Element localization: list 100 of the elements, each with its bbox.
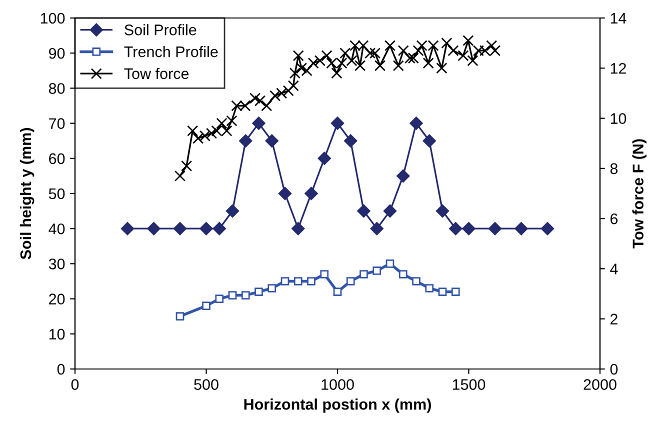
point <box>448 45 459 56</box>
point <box>200 222 213 236</box>
point <box>212 222 226 236</box>
x-axis-title: Horizontal postion x (mm) <box>244 398 431 413</box>
point <box>173 222 187 236</box>
point <box>357 204 370 218</box>
point <box>206 128 218 139</box>
y2-tick-label: 0 <box>610 364 618 375</box>
point <box>199 130 210 142</box>
point <box>344 134 358 148</box>
point <box>488 222 502 236</box>
point <box>412 45 424 56</box>
point <box>333 288 342 296</box>
point <box>254 95 266 106</box>
point <box>241 291 250 300</box>
y2-tick-label: 8 <box>610 163 618 174</box>
x-tick-label: 0 <box>71 379 79 390</box>
legend-label: Trench Profile <box>124 46 218 58</box>
y-tick-label: 100 <box>40 12 65 24</box>
point <box>192 132 204 144</box>
y2-tick-label: 4 <box>610 264 618 274</box>
point <box>276 88 288 99</box>
point <box>252 116 266 130</box>
y2-tick-label: 14 <box>610 13 626 24</box>
y-axis-title: Soil height y (mm) <box>20 128 34 260</box>
point <box>282 85 294 96</box>
point <box>383 204 397 218</box>
point <box>396 169 410 183</box>
point <box>514 222 528 236</box>
y2-tick-label: 6 <box>610 213 618 224</box>
point <box>280 277 290 286</box>
point <box>436 204 450 218</box>
point <box>331 68 342 79</box>
point <box>364 48 376 59</box>
point <box>410 116 423 130</box>
y-tick-label: 0 <box>57 364 65 375</box>
point <box>370 222 384 236</box>
point <box>372 266 382 275</box>
point <box>261 100 272 112</box>
point <box>269 90 281 102</box>
point <box>354 60 366 72</box>
point <box>320 270 329 278</box>
y-tick-label: 10 <box>49 328 65 340</box>
point <box>294 277 302 286</box>
point <box>296 62 308 74</box>
point <box>215 294 224 303</box>
point <box>181 160 192 172</box>
y-tick-label: 60 <box>49 153 65 164</box>
point <box>360 270 368 278</box>
point <box>292 222 305 236</box>
point <box>254 288 263 296</box>
y2-axis-title: Tow force F (N) <box>632 139 647 248</box>
point <box>462 35 474 46</box>
point <box>147 222 160 236</box>
y-tick-label: 40 <box>48 223 65 234</box>
x-tick-label: 500 <box>194 379 218 390</box>
point <box>384 40 396 52</box>
point <box>278 186 292 200</box>
point <box>374 60 386 72</box>
point <box>436 62 448 74</box>
point <box>540 222 554 236</box>
point <box>174 170 186 182</box>
point <box>265 134 278 148</box>
point <box>398 270 408 278</box>
y-tick-label: 70 <box>49 118 65 129</box>
point <box>239 134 252 148</box>
y2-tick-label: 12 <box>610 63 626 74</box>
y-tick-label: 80 <box>48 83 65 94</box>
point <box>467 55 478 66</box>
y-tick-label: 50 <box>48 188 65 200</box>
point <box>308 58 319 69</box>
legend-label: Soil Profile <box>124 24 196 36</box>
y2-tick-label: 10 <box>610 113 626 124</box>
point <box>451 288 460 296</box>
point <box>408 52 419 64</box>
x-tick-label: 2000 <box>584 379 616 390</box>
y-tick-label: 90 <box>49 48 65 59</box>
point <box>268 284 276 292</box>
point <box>187 125 198 136</box>
y-tick-label: 30 <box>48 258 65 270</box>
point <box>458 50 469 62</box>
point <box>438 288 447 296</box>
point <box>386 260 394 268</box>
point <box>318 152 331 165</box>
point <box>422 134 436 148</box>
point <box>304 186 318 200</box>
point <box>462 222 476 236</box>
point <box>288 80 299 92</box>
y-tick-label: 20 <box>49 294 65 304</box>
point <box>449 222 462 236</box>
point <box>346 277 355 286</box>
point <box>412 277 420 286</box>
point <box>226 204 240 218</box>
point <box>228 291 237 300</box>
point <box>321 50 332 62</box>
point <box>292 50 304 62</box>
point <box>250 92 261 104</box>
point <box>307 277 316 286</box>
point <box>422 58 434 69</box>
legend-label: Tow force <box>124 68 189 80</box>
